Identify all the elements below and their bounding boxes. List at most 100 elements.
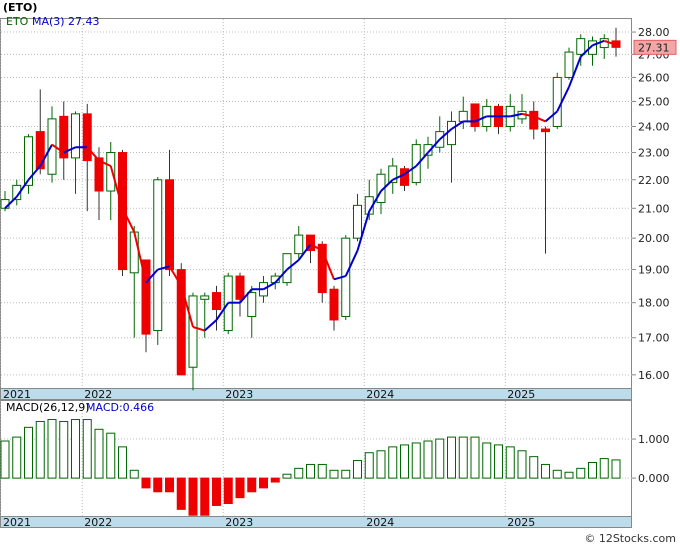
ma-segment — [415, 151, 429, 167]
macd-bar — [188, 477, 198, 516]
candle-body — [82, 113, 92, 162]
macd-bar — [82, 419, 92, 479]
legend-label: ETO — [6, 15, 29, 28]
ma-segment — [192, 326, 206, 332]
ma-segment — [109, 165, 124, 209]
candle-body — [529, 110, 539, 130]
ma-segment — [568, 56, 582, 88]
macd-bar — [588, 461, 597, 479]
macd-bar — [235, 477, 245, 499]
time-band — [0, 388, 632, 400]
candle-body — [153, 179, 163, 332]
macd-bar — [0, 440, 10, 479]
ma-segment — [344, 250, 359, 277]
ma-segment — [533, 115, 546, 123]
y-tick-label: 19.00 — [638, 264, 670, 277]
macd-bar — [141, 477, 151, 489]
ma-segment — [180, 285, 194, 328]
macd-bar — [270, 477, 280, 483]
ma-segment — [321, 250, 335, 280]
macd-bar — [282, 473, 292, 479]
ma-segment — [592, 39, 605, 47]
candle-body — [35, 131, 45, 170]
macd-bar — [94, 428, 104, 479]
ma-segment — [392, 173, 405, 181]
candle-body — [200, 295, 210, 300]
candle-body — [388, 165, 398, 184]
candle-body — [353, 204, 362, 239]
candle-body — [458, 110, 468, 122]
ma-segment — [556, 86, 570, 112]
macd-bar — [517, 450, 527, 479]
macd-bar — [341, 469, 351, 479]
candle-body — [411, 144, 421, 184]
y-tick-label: 17.00 — [638, 332, 670, 345]
ma-segment — [356, 210, 371, 251]
macd-bar — [259, 477, 268, 489]
ma-segment — [204, 319, 218, 332]
y-tick-label: 18.00 — [638, 297, 670, 310]
ma-segment — [274, 268, 288, 284]
legend-value: 27.43 — [68, 15, 100, 28]
y-tick-label: 23.00 — [638, 147, 670, 160]
macd-bar — [470, 436, 480, 479]
macd-bar — [411, 442, 421, 479]
macd-bar — [364, 452, 374, 479]
ma-segment — [368, 190, 382, 212]
ma-segment — [98, 159, 112, 167]
ma-segment — [51, 143, 65, 154]
ma-segment — [4, 196, 18, 209]
macd-bar — [47, 419, 57, 479]
candle-body — [247, 292, 257, 317]
ma-segment — [580, 44, 594, 58]
ma-segment — [603, 39, 617, 46]
ma-segment — [239, 288, 253, 304]
macd-bar — [611, 459, 621, 479]
macd-bar — [388, 446, 398, 479]
watermark: © 12Stocks.com — [584, 532, 676, 545]
chart-title: (ETO) — [3, 1, 37, 14]
ma-segment — [521, 112, 534, 118]
candle-body — [447, 120, 456, 146]
candle-body — [59, 115, 69, 159]
macd-bar — [71, 419, 80, 479]
x-tick-label: 2021 — [3, 388, 31, 401]
last-price-label: 27.31 — [638, 41, 670, 54]
ma-segment — [310, 243, 323, 252]
y-tick-label: 25.00 — [638, 95, 670, 108]
ma-segment — [215, 302, 230, 321]
macd-bar — [423, 440, 433, 479]
ma-segment — [403, 165, 417, 176]
macd-bar — [59, 420, 69, 479]
y-tick-label: 20.00 — [638, 232, 670, 245]
ma-segment — [427, 138, 441, 154]
ma-segment — [86, 146, 100, 162]
macd-bar — [294, 467, 304, 479]
macd-bar — [552, 469, 562, 479]
macd-bar — [458, 436, 468, 479]
ma-segment — [510, 112, 523, 118]
candle-body — [576, 38, 586, 55]
candle-body — [24, 136, 33, 186]
ma-segment — [450, 120, 464, 130]
macd-bar — [576, 467, 586, 479]
ma-segment — [145, 268, 159, 284]
candle-body — [599, 38, 609, 49]
x-tick-label: 2025 — [507, 388, 535, 401]
ma-segment — [133, 231, 147, 283]
candle-body — [106, 152, 116, 192]
candle-body — [212, 292, 221, 311]
macd-bar — [24, 426, 33, 479]
macd-bar — [200, 477, 210, 516]
time-band — [0, 516, 632, 528]
candle-body — [282, 253, 292, 284]
legend-label: MA(3) — [32, 15, 65, 28]
macd-bar — [176, 477, 186, 510]
candle-body — [588, 40, 597, 55]
ma-segment — [286, 259, 300, 271]
macd-bar — [400, 444, 409, 479]
macd-bar — [482, 442, 492, 479]
macd-bar — [106, 432, 116, 479]
macd-bar — [329, 469, 339, 479]
